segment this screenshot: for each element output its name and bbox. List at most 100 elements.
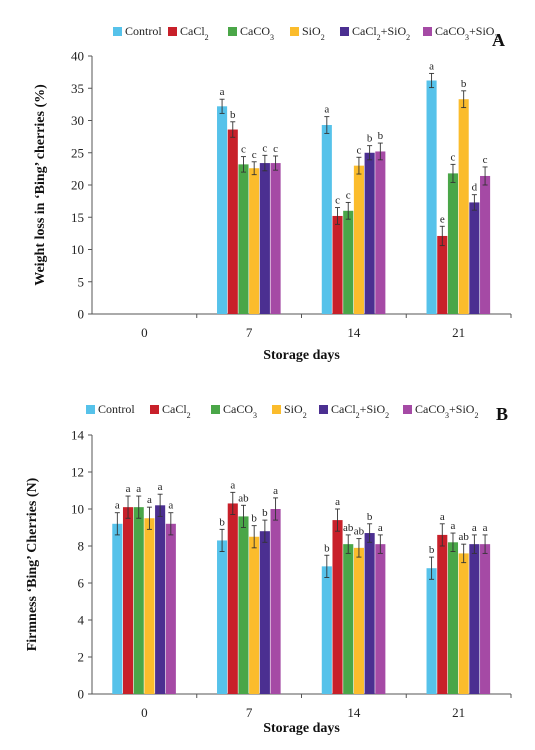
bar: [249, 168, 260, 314]
x-axis-title: Storage days: [263, 721, 340, 736]
x-tick-label: 14: [347, 325, 361, 340]
bar: [217, 540, 228, 694]
y-tick-label: 2: [78, 650, 85, 665]
x-tick-label: 7: [246, 325, 253, 340]
significance-letter: ab: [354, 526, 365, 538]
significance-letter: c: [346, 189, 351, 201]
y-tick-label: 0: [78, 687, 85, 702]
bar: [480, 175, 491, 314]
y-tick-label: 5: [78, 274, 85, 289]
significance-letter: b: [461, 78, 467, 90]
legend-label: CaCl2+SiO2: [352, 24, 410, 42]
bar: [227, 129, 238, 314]
bar: [458, 553, 469, 694]
y-tick-label: 8: [78, 539, 85, 554]
y-tick-label: 10: [71, 502, 84, 517]
bar: [375, 151, 386, 314]
x-tick-label: 0: [141, 705, 148, 720]
significance-letter: a: [429, 60, 434, 72]
legend-label: SiO2: [284, 402, 307, 420]
x-tick-label: 14: [347, 705, 361, 720]
legend-label: CaCl2: [180, 24, 209, 42]
legend-swatch: [168, 27, 177, 36]
significance-letter: d: [472, 182, 478, 194]
significance-letter: a: [472, 522, 477, 534]
bar: [447, 542, 459, 694]
legend-label: CaCO3+SiO2: [435, 24, 498, 42]
x-tick-label: 0: [141, 325, 148, 340]
legend-label: Control: [98, 402, 135, 416]
significance-letter: a: [451, 520, 456, 532]
legend-swatch: [290, 27, 299, 36]
bar: [165, 523, 176, 694]
y-tick-label: 25: [71, 145, 84, 160]
bar: [426, 568, 437, 694]
significance-letter: c: [356, 144, 361, 156]
bar: [458, 99, 469, 314]
significance-letter: e: [440, 213, 445, 225]
significance-letter: ab: [343, 522, 354, 534]
significance-letter: c: [252, 149, 257, 161]
significance-letter: b: [219, 516, 225, 528]
bar: [375, 544, 386, 694]
legend-swatch: [150, 405, 159, 414]
legend-swatch: [86, 405, 95, 414]
significance-letter: c: [451, 151, 456, 163]
panel-label: A: [492, 30, 505, 50]
y-axis-title: Weight loss in ‘Bing’ cherries (%): [33, 84, 48, 286]
significance-letter: c: [483, 154, 488, 166]
legend-label: CaCl2: [162, 402, 191, 420]
bar: [364, 152, 375, 314]
y-tick-label: 4: [78, 613, 85, 628]
bar: [112, 523, 123, 694]
legend-swatch: [340, 27, 349, 36]
bar: [321, 566, 332, 694]
significance-letter: a: [168, 500, 173, 512]
bar: [144, 518, 155, 694]
bar: [238, 164, 249, 314]
bar: [469, 544, 480, 694]
bar: [321, 125, 332, 314]
significance-letter: b: [262, 507, 268, 519]
bar: [270, 509, 281, 694]
panel-label: B: [496, 404, 508, 424]
significance-letter: b: [429, 544, 435, 556]
bar: [447, 173, 459, 314]
legend-label: CaCl2+SiO2: [331, 402, 389, 420]
y-tick-label: 20: [71, 178, 84, 193]
legend-swatch: [423, 27, 432, 36]
x-tick-label: 7: [246, 705, 253, 720]
y-tick-label: 30: [71, 113, 84, 128]
y-tick-label: 6: [78, 576, 85, 591]
bar: [238, 516, 249, 694]
significance-letter: c: [273, 143, 278, 155]
legend-label: CaCO3: [223, 402, 257, 420]
significance-letter: b: [251, 513, 257, 525]
y-tick-label: 14: [71, 428, 85, 443]
legend-label: SiO2: [302, 24, 325, 42]
y-tick-label: 12: [71, 465, 84, 480]
legend-swatch: [403, 405, 412, 414]
bar: [469, 202, 480, 314]
significance-letter: b: [367, 133, 373, 145]
significance-letter: a: [115, 500, 120, 512]
legend-label: Control: [125, 24, 162, 38]
bar: [259, 163, 270, 314]
bar: [155, 505, 166, 694]
x-tick-label: 21: [452, 325, 465, 340]
x-axis-title: Storage days: [263, 348, 340, 363]
bar: [249, 536, 260, 694]
significance-letter: a: [147, 494, 152, 506]
bar: [353, 165, 364, 314]
y-tick-label: 0: [78, 307, 85, 322]
significance-letter: a: [158, 481, 163, 493]
legend-swatch: [319, 405, 328, 414]
bar: [122, 507, 134, 694]
bar: [437, 235, 448, 314]
bar: [353, 547, 364, 694]
legend-label: CaCO3: [240, 24, 274, 42]
bar: [364, 533, 375, 694]
significance-letter: a: [273, 485, 278, 497]
